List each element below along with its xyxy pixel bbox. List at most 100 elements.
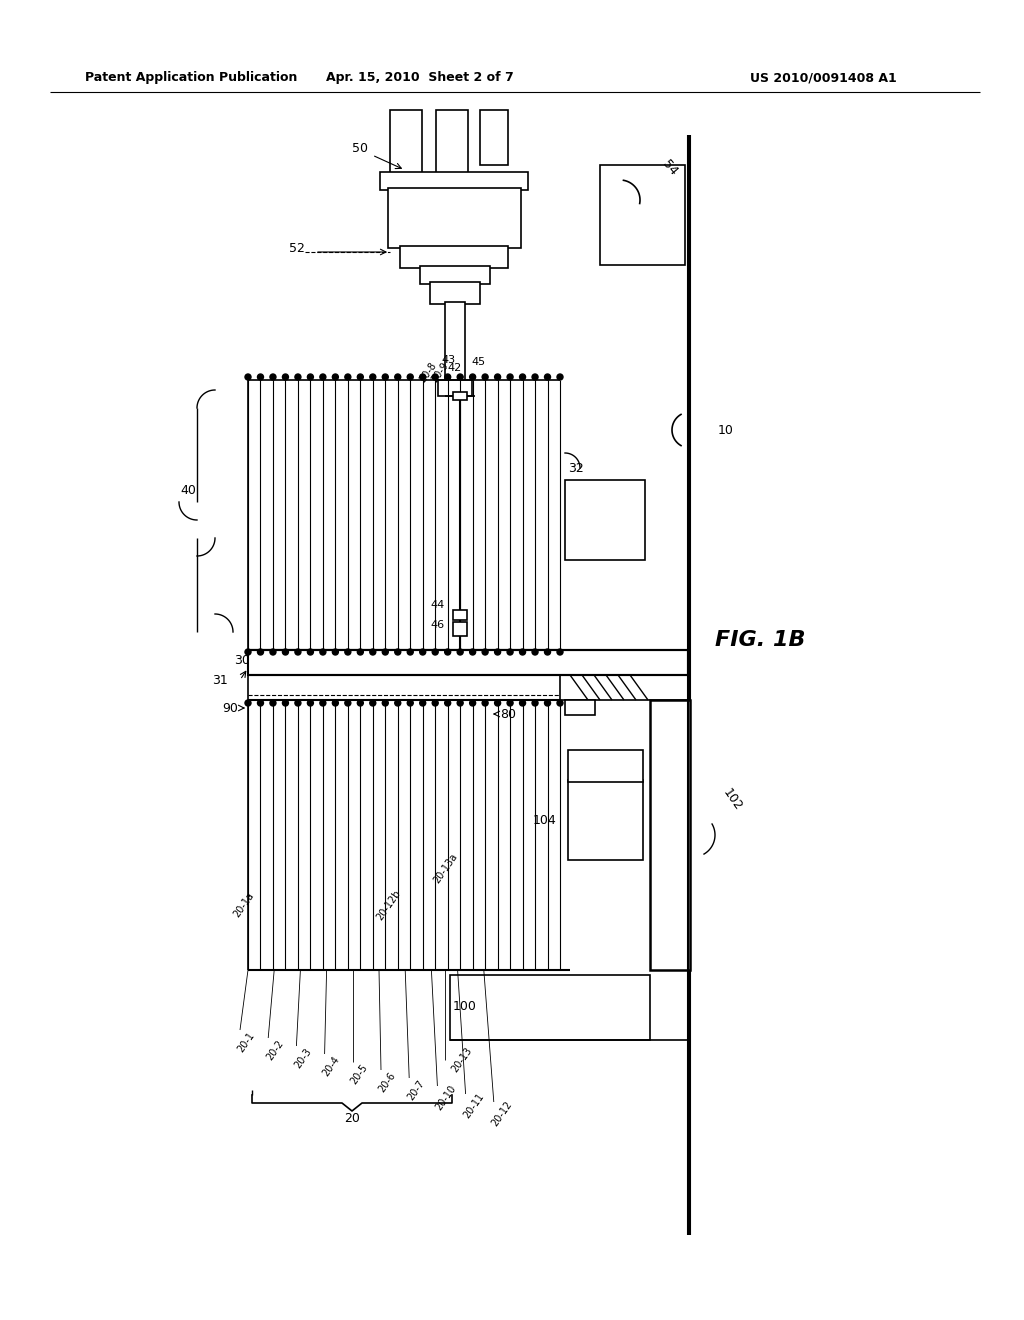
Bar	[436, 110, 468, 176]
Circle shape	[245, 374, 251, 380]
Circle shape	[270, 700, 275, 706]
Circle shape	[532, 700, 538, 706]
Circle shape	[395, 700, 400, 706]
Circle shape	[295, 374, 301, 380]
Circle shape	[382, 649, 388, 655]
Bar	[565, 480, 645, 560]
Text: 104: 104	[532, 813, 556, 826]
Circle shape	[557, 374, 563, 380]
Circle shape	[370, 700, 376, 706]
Circle shape	[482, 649, 488, 655]
Circle shape	[482, 700, 488, 706]
Text: 20-9: 20-9	[430, 360, 451, 384]
Circle shape	[345, 700, 351, 706]
Text: 32: 32	[568, 462, 584, 474]
Circle shape	[257, 374, 263, 380]
Circle shape	[470, 374, 475, 380]
Circle shape	[345, 649, 351, 655]
Circle shape	[245, 649, 251, 655]
Circle shape	[532, 374, 538, 380]
Circle shape	[519, 700, 525, 706]
Text: 100: 100	[453, 1001, 477, 1014]
Circle shape	[495, 700, 501, 706]
Bar	[430, 282, 480, 304]
Text: Patent Application Publication: Patent Application Publication	[85, 71, 297, 84]
Text: 52: 52	[289, 242, 305, 255]
Circle shape	[270, 374, 275, 380]
Circle shape	[557, 700, 563, 706]
Text: 20-6: 20-6	[377, 1071, 397, 1094]
Circle shape	[482, 374, 488, 380]
Circle shape	[444, 649, 451, 655]
Text: 90: 90	[222, 701, 238, 714]
Text: US 2010/0091408 A1: US 2010/0091408 A1	[750, 71, 897, 84]
Bar	[453, 392, 467, 400]
Circle shape	[307, 374, 313, 380]
Text: 20-13: 20-13	[450, 1045, 474, 1074]
Circle shape	[420, 374, 426, 380]
Text: 80: 80	[500, 708, 516, 721]
Circle shape	[470, 649, 475, 655]
Text: 20-4: 20-4	[321, 1055, 341, 1078]
Circle shape	[245, 700, 251, 706]
Bar	[568, 780, 643, 861]
Text: 10: 10	[718, 424, 734, 437]
Circle shape	[319, 649, 326, 655]
Circle shape	[408, 374, 414, 380]
Text: 43: 43	[441, 355, 455, 366]
Circle shape	[319, 374, 326, 380]
Circle shape	[545, 374, 551, 380]
Circle shape	[470, 700, 475, 706]
Text: 20-11: 20-11	[462, 1092, 486, 1121]
Circle shape	[357, 700, 364, 706]
Text: 42: 42	[447, 363, 462, 374]
Circle shape	[270, 649, 275, 655]
Circle shape	[507, 700, 513, 706]
Circle shape	[333, 649, 338, 655]
Circle shape	[345, 374, 351, 380]
Text: 20-12: 20-12	[489, 1100, 514, 1129]
Circle shape	[333, 374, 338, 380]
Text: 20-12b: 20-12b	[375, 888, 403, 921]
Bar	[445, 302, 465, 381]
Circle shape	[295, 649, 301, 655]
Circle shape	[532, 649, 538, 655]
Bar	[453, 610, 467, 620]
Text: 20-1a: 20-1a	[232, 891, 256, 919]
Bar	[380, 172, 528, 190]
Bar	[650, 700, 690, 970]
Circle shape	[507, 374, 513, 380]
Text: FIG. 1B: FIG. 1B	[715, 630, 805, 649]
Circle shape	[382, 374, 388, 380]
Circle shape	[408, 649, 414, 655]
Circle shape	[370, 649, 376, 655]
Circle shape	[257, 700, 263, 706]
Circle shape	[557, 649, 563, 655]
Circle shape	[457, 700, 463, 706]
Bar	[565, 700, 595, 715]
Circle shape	[395, 374, 400, 380]
Text: 44: 44	[431, 601, 445, 610]
Text: 20-5: 20-5	[349, 1063, 370, 1086]
Circle shape	[444, 700, 451, 706]
Circle shape	[370, 374, 376, 380]
Text: 31: 31	[212, 673, 228, 686]
Circle shape	[319, 700, 326, 706]
Text: 45: 45	[471, 356, 485, 367]
Text: 20-2: 20-2	[264, 1038, 285, 1061]
Circle shape	[307, 649, 313, 655]
Bar	[388, 187, 521, 248]
Text: 20-13a: 20-13a	[432, 851, 460, 884]
Text: Apr. 15, 2010  Sheet 2 of 7: Apr. 15, 2010 Sheet 2 of 7	[326, 71, 514, 84]
Text: 20-10: 20-10	[433, 1084, 458, 1113]
Bar	[568, 750, 643, 781]
Circle shape	[457, 649, 463, 655]
Circle shape	[283, 700, 289, 706]
Circle shape	[333, 700, 338, 706]
Circle shape	[432, 700, 438, 706]
Circle shape	[420, 700, 426, 706]
Text: 50: 50	[352, 141, 368, 154]
Text: 102: 102	[720, 787, 744, 813]
Circle shape	[420, 649, 426, 655]
Bar	[400, 246, 508, 268]
